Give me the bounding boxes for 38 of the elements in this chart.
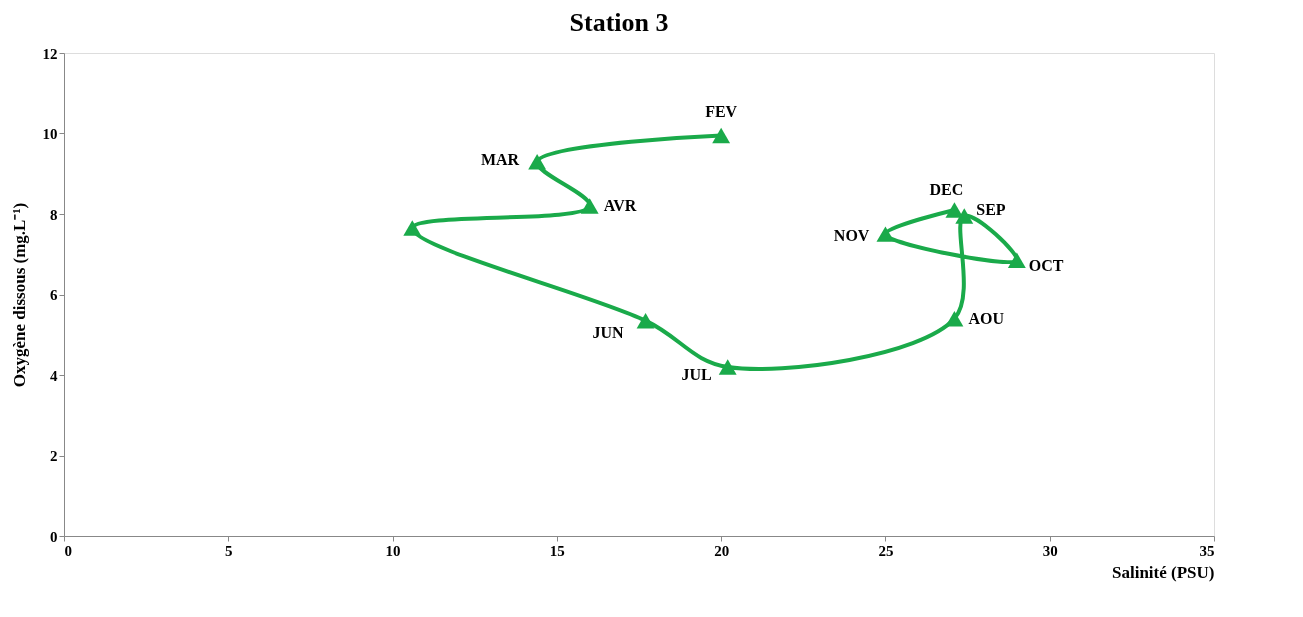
- y-tick-label: 4: [50, 367, 58, 384]
- annotation: MAR: [480, 150, 520, 168]
- annotation: NOV: [833, 227, 870, 245]
- y-tick-label: 10: [42, 126, 58, 142]
- point: [1007, 252, 1026, 269]
- x-tick-label: 30: [1042, 542, 1058, 559]
- x-tick-label: 15: [549, 542, 565, 559]
- annotation: FEV: [705, 102, 738, 120]
- annotation: AOU: [968, 309, 1005, 327]
- point: [636, 312, 655, 329]
- annotation: DEC: [929, 180, 964, 198]
- y-tick-label: 12: [42, 45, 58, 62]
- y-axis-title: Oxygène dissous (mg.L⁻¹): [9, 202, 29, 388]
- point: [712, 127, 731, 144]
- annotation: JUL: [681, 365, 712, 383]
- annotation: SEP: [976, 201, 1006, 219]
- chart-title: Station 3: [569, 8, 669, 37]
- y-tick-label: 0: [50, 528, 58, 545]
- x-tick-label: 20: [714, 542, 730, 559]
- point: [580, 198, 599, 214]
- y-tick-label: 8: [50, 206, 58, 223]
- point: [403, 220, 422, 236]
- y-tick-label: 6: [50, 287, 58, 303]
- x-tick-label: 10: [385, 542, 401, 559]
- point: [718, 359, 737, 375]
- x-tick-label: 35: [1199, 542, 1215, 559]
- annotation: JUN: [592, 323, 625, 341]
- point: [945, 310, 964, 327]
- y-tick-label: 2: [50, 448, 58, 464]
- annotation: OCT: [1028, 257, 1064, 275]
- annotation: AVR: [603, 196, 637, 214]
- point: [528, 153, 547, 170]
- x-axis-title: Salinité (PSU): [1112, 562, 1215, 582]
- x-tick-label: 25: [878, 542, 894, 559]
- x-tick-label: 5: [225, 542, 233, 559]
- point: [955, 208, 974, 224]
- point: [876, 226, 895, 242]
- x-tick-label: 0: [64, 542, 72, 559]
